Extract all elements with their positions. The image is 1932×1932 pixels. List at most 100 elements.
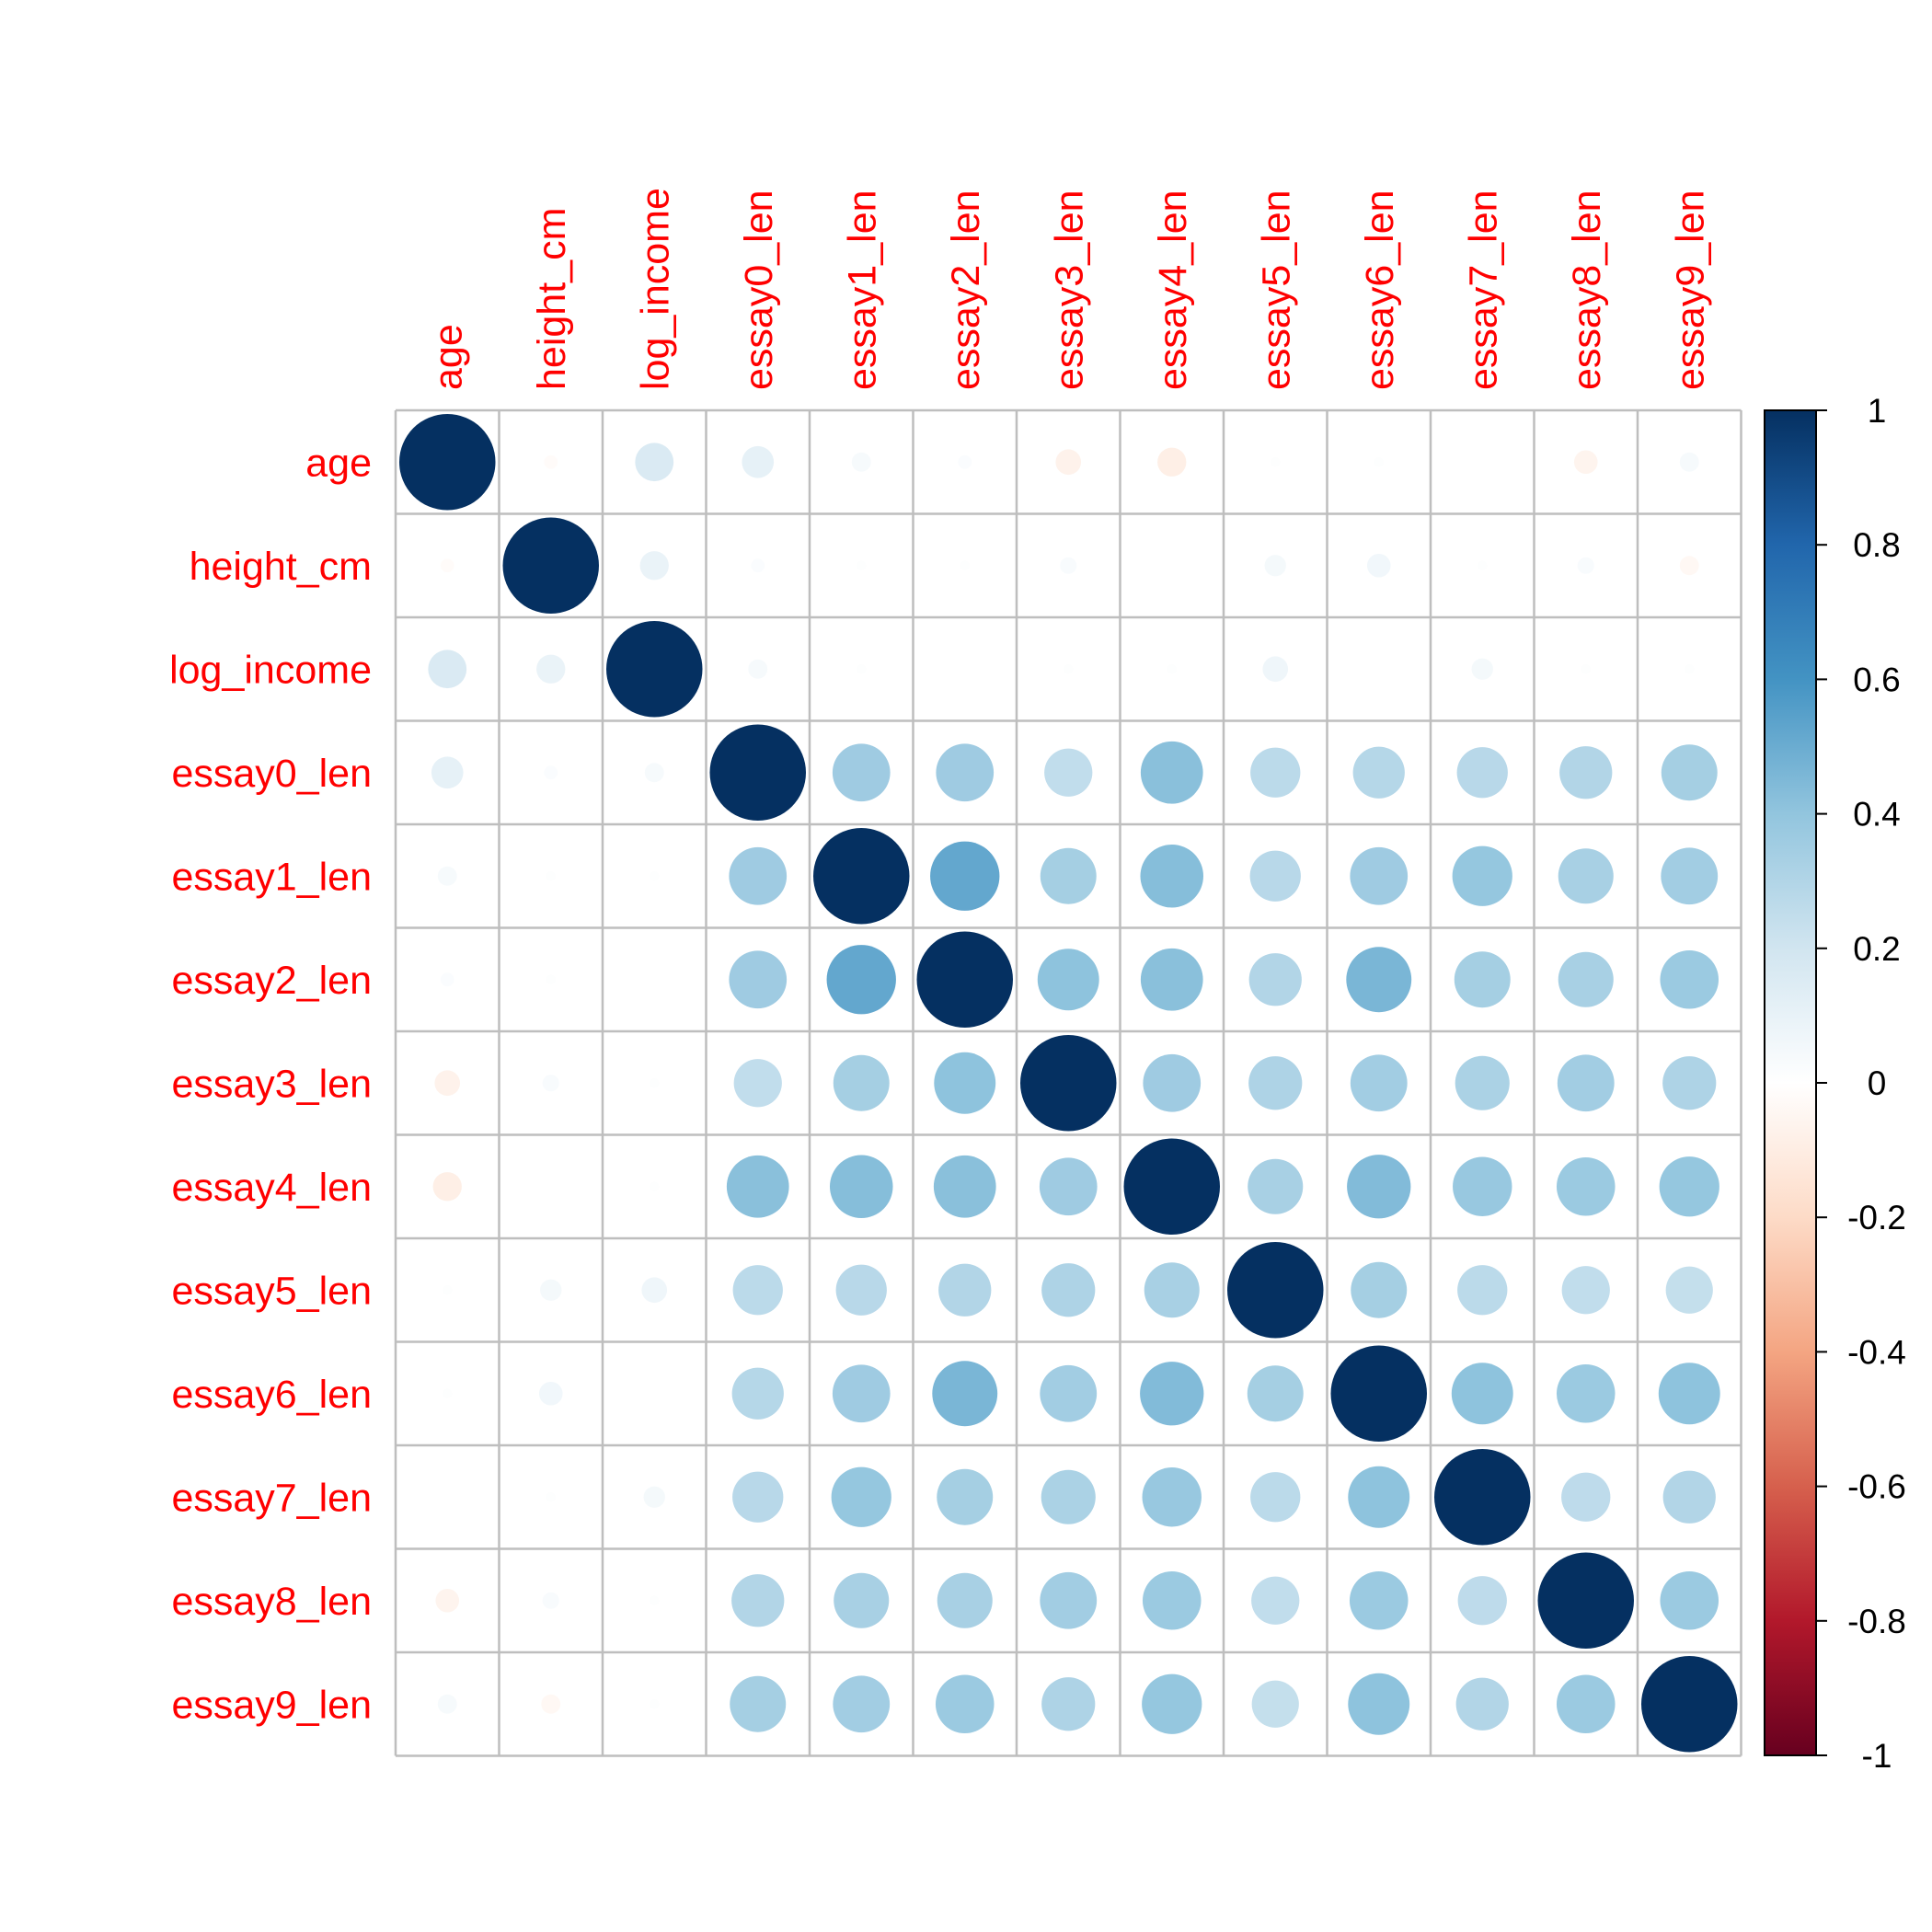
corr-circle-essay2_len-essay9_len xyxy=(1660,949,1719,1009)
corr-circle-essay5_len-essay2_len xyxy=(938,1263,992,1317)
corr-circle-essay5_len-essay1_len xyxy=(835,1264,887,1316)
corr-circle-height_cm-essay6_len xyxy=(1366,553,1391,578)
corr-circle-essay2_len-essay6_len xyxy=(1346,947,1412,1013)
corr-circle-essay7_len-log_income xyxy=(643,1486,665,1508)
corr-circle-essay1_len-essay1_len xyxy=(813,828,910,925)
corr-circle-height_cm-essay7_len xyxy=(1478,560,1488,570)
colorbar-tick-label: 0 xyxy=(1868,1064,1887,1102)
row-label-essay5_len: essay5_len xyxy=(171,1269,372,1313)
corr-circle-log_income-age xyxy=(428,650,467,689)
corr-circle-essay6_len-essay4_len xyxy=(1140,1362,1204,1426)
corr-circle-essay5_len-age xyxy=(443,1285,453,1295)
corr-circle-essay2_len-essay2_len xyxy=(916,931,1013,1028)
corr-circle-essay0_len-essay6_len xyxy=(1352,746,1405,799)
corr-circle-essay7_len-essay3_len xyxy=(1041,1469,1096,1524)
column-label-essay7_len: essay7_len xyxy=(1461,190,1505,390)
corr-circle-essay9_len-essay1_len xyxy=(833,1675,891,1733)
corr-circle-essay0_len-essay2_len xyxy=(936,743,995,802)
corr-circle-essay2_len-essay1_len xyxy=(826,945,896,1015)
corr-circle-essay4_len-essay4_len xyxy=(1123,1138,1220,1235)
corr-circle-essay8_len-age xyxy=(435,1588,460,1613)
corr-circle-essay4_len-essay5_len xyxy=(1248,1158,1304,1214)
corr-circle-essay7_len-essay4_len xyxy=(1142,1467,1202,1527)
corr-circle-essay9_len-essay9_len xyxy=(1641,1656,1738,1753)
corr-circle-essay1_len-log_income xyxy=(650,871,660,881)
corr-circle-essay4_len-essay9_len xyxy=(1659,1156,1719,1217)
column-label-essay8_len: essay8_len xyxy=(1565,190,1609,390)
corr-circle-essay4_len-essay3_len xyxy=(1039,1157,1098,1216)
column-label-essay3_len: essay3_len xyxy=(1047,190,1091,390)
corr-circle-essay3_len-log_income xyxy=(650,1078,660,1088)
corr-circle-essay6_len-essay0_len xyxy=(731,1367,784,1420)
corr-circle-essay5_len-essay5_len xyxy=(1227,1242,1324,1339)
colorbar-tick-label: -0.6 xyxy=(1847,1468,1906,1506)
corr-circle-essay1_len-essay2_len xyxy=(930,841,1000,911)
colorbar-tick-label: 0.6 xyxy=(1853,661,1900,698)
corr-circle-essay6_len-essay6_len xyxy=(1330,1345,1427,1442)
corr-circle-essay8_len-essay0_len xyxy=(731,1574,785,1627)
corr-circle-essay3_len-essay6_len xyxy=(1350,1054,1408,1112)
column-label-age: age xyxy=(426,324,470,390)
corr-circle-essay4_len-log_income xyxy=(650,1181,660,1191)
corr-circle-age-essay5_len xyxy=(1271,457,1281,467)
corr-circle-log_income-essay7_len xyxy=(1471,658,1493,680)
corr-circle-essay2_len-essay7_len xyxy=(1454,951,1511,1008)
corr-circle-essay3_len-essay1_len xyxy=(833,1054,890,1111)
corr-circle-essay7_len-essay7_len xyxy=(1434,1449,1531,1546)
corr-circle-essay3_len-essay2_len xyxy=(934,1052,996,1114)
corr-circle-essay4_len-age xyxy=(432,1172,462,1202)
column-label-essay0_len: essay0_len xyxy=(737,190,781,390)
corr-circle-essay4_len-essay1_len xyxy=(829,1155,893,1219)
corr-circle-height_cm-height_cm xyxy=(502,517,599,614)
corr-circle-height_cm-essay8_len xyxy=(1577,557,1594,574)
corr-circle-height_cm-log_income xyxy=(639,551,669,581)
corr-circle-essay1_len-essay5_len xyxy=(1249,850,1301,902)
corr-circle-age-essay0_len xyxy=(742,445,775,478)
corr-circle-essay1_len-essay8_len xyxy=(1558,848,1614,904)
corr-circle-essay4_len-essay0_len xyxy=(726,1155,789,1218)
row-label-essay7_len: essay7_len xyxy=(171,1476,372,1520)
corr-circle-essay7_len-height_cm xyxy=(546,1492,556,1502)
corr-circle-essay1_len-essay6_len xyxy=(1350,846,1409,905)
corr-circle-essay2_len-height_cm xyxy=(546,974,556,984)
corr-circle-essay9_len-essay5_len xyxy=(1251,1680,1299,1728)
corr-circle-essay3_len-essay8_len xyxy=(1557,1054,1615,1112)
corr-circle-essay8_len-essay8_len xyxy=(1537,1552,1634,1649)
row-label-essay3_len: essay3_len xyxy=(171,1062,372,1106)
corr-circle-essay3_len-height_cm xyxy=(542,1075,559,1092)
corr-circle-age-essay8_len xyxy=(1573,450,1598,475)
corr-circle-essay2_len-essay0_len xyxy=(729,950,788,1009)
row-label-essay2_len: essay2_len xyxy=(171,959,372,1003)
corr-circle-essay3_len-age xyxy=(434,1070,461,1097)
corr-circle-essay8_len-essay4_len xyxy=(1142,1570,1202,1630)
corr-circle-essay2_len-age xyxy=(440,972,454,987)
corr-circle-essay3_len-essay9_len xyxy=(1662,1056,1717,1110)
colorbar-tick-label: -0.8 xyxy=(1847,1603,1906,1640)
corr-circle-essay9_len-essay0_len xyxy=(730,1675,787,1732)
corr-circle-essay5_len-essay6_len xyxy=(1351,1261,1408,1318)
corr-circle-essay4_len-essay7_len xyxy=(1453,1156,1512,1216)
corr-circle-essay6_len-essay5_len xyxy=(1247,1365,1304,1422)
corr-circle-essay9_len-essay7_len xyxy=(1455,1677,1509,1731)
corr-circle-essay8_len-height_cm xyxy=(542,1592,559,1609)
column-labels: age height_cm log_income essay0_len essay1_l… xyxy=(426,188,1712,390)
corr-circle-height_cm-essay1_len xyxy=(857,560,867,570)
corr-circle-essay0_len-age xyxy=(431,756,464,789)
corr-circle-essay9_len-age xyxy=(437,1694,457,1714)
corr-circle-essay0_len-height_cm xyxy=(544,765,558,780)
corr-circle-essay9_len-log_income xyxy=(650,1699,660,1709)
corr-circle-essay9_len-essay3_len xyxy=(1041,1677,1096,1731)
row-label-height_cm: height_cm xyxy=(190,545,372,589)
corr-circle-log_income-essay4_len xyxy=(1167,664,1177,674)
grid-layer xyxy=(394,408,1742,1757)
corr-circle-log_income-essay5_len xyxy=(1262,656,1289,683)
corr-circle-age-log_income xyxy=(635,443,674,482)
corr-circle-essay4_len-essay2_len xyxy=(933,1155,996,1218)
corr-circle-essay0_len-essay1_len xyxy=(832,743,891,802)
colorbar-legend: 1 0.8 0.6 0.4 0.2 0 -0.2 -0.4 -0.6 -0.8 -1 xyxy=(1764,392,1906,1775)
corr-circle-essay0_len-log_income xyxy=(644,763,664,783)
corr-circle-essay3_len-essay5_len xyxy=(1248,1056,1303,1110)
corr-circle-essay1_len-essay9_len xyxy=(1661,847,1719,905)
corr-circle-essay9_len-essay6_len xyxy=(1348,1673,1410,1735)
corr-circle-essay6_len-essay2_len xyxy=(932,1361,998,1427)
